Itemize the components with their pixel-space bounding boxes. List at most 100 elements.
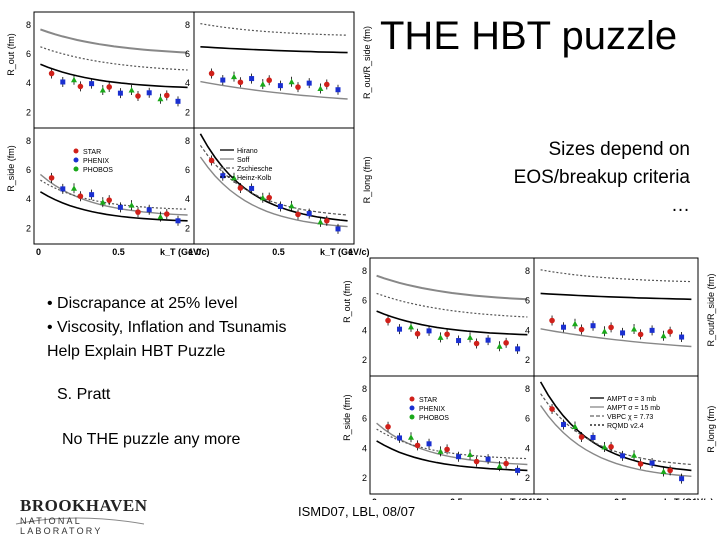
data-point xyxy=(601,444,608,450)
data-point xyxy=(631,325,638,332)
data-point xyxy=(561,422,567,428)
data-point xyxy=(608,444,614,450)
data-point xyxy=(106,84,112,90)
data-point xyxy=(335,87,341,93)
data-point xyxy=(444,331,450,338)
legend-label: Hirano xyxy=(237,148,258,155)
tick-label: 6 xyxy=(185,49,190,59)
bullet-item: • Viscosity, Inflation and Tsunamis xyxy=(47,319,287,336)
data-point xyxy=(578,326,585,333)
side-note-line: Sizes depend on xyxy=(548,139,690,160)
axis-label-x: k_T (GeV/c) xyxy=(320,247,370,257)
model-curve xyxy=(376,422,528,466)
tick-label: 1 xyxy=(692,497,697,500)
data-point xyxy=(99,199,106,205)
tick-label: 6 xyxy=(26,165,31,175)
tick-label: 6 xyxy=(525,414,530,424)
axis-label-y: R_out (fm) xyxy=(6,33,16,76)
data-point xyxy=(549,406,555,412)
data-point xyxy=(277,203,283,209)
data-point xyxy=(208,70,215,77)
data-point xyxy=(237,185,244,191)
tick-label: 0 xyxy=(536,497,541,500)
data-point xyxy=(590,323,596,329)
data-point xyxy=(408,323,414,330)
legend-marker xyxy=(409,396,415,402)
data-point xyxy=(649,460,655,466)
data-point xyxy=(660,332,667,339)
author-credit: S. Pratt xyxy=(57,386,111,403)
data-point xyxy=(146,90,152,96)
legend-label: PHOBOS xyxy=(83,167,113,174)
legend-label: PHOBOS xyxy=(419,415,449,422)
data-point xyxy=(578,434,585,440)
tick-label: 6 xyxy=(362,296,367,306)
data-point xyxy=(306,80,312,86)
axis-label-y: R_long (fm) xyxy=(362,156,372,203)
data-point xyxy=(437,448,444,454)
data-point xyxy=(620,330,626,336)
model-curve xyxy=(376,292,528,318)
data-point xyxy=(164,211,170,217)
data-point xyxy=(175,218,181,224)
side-note-line: EOS/breakup criteria xyxy=(513,167,690,188)
tick-label: 8 xyxy=(525,384,530,394)
tick-label: 2 xyxy=(525,355,530,365)
tick-label: 0.5 xyxy=(614,497,627,500)
data-point xyxy=(385,423,391,430)
data-point xyxy=(89,81,95,87)
legend-label: AMPT σ = 3 mb xyxy=(607,396,656,403)
axis-label-y: R_side (fm) xyxy=(6,145,16,192)
legend-label: VBPC χ = 7.73 xyxy=(607,414,653,421)
data-point xyxy=(259,81,266,87)
tick-label: 4 xyxy=(26,78,31,88)
data-point xyxy=(590,434,596,440)
data-point xyxy=(637,461,644,467)
model-curve xyxy=(40,28,188,54)
legend-label: STAR xyxy=(83,149,101,156)
data-point xyxy=(485,456,491,462)
axis-label-x: k_T (GeV/c) xyxy=(160,247,210,257)
data-point xyxy=(426,441,432,447)
data-point xyxy=(467,451,474,457)
tick-label: 6 xyxy=(525,296,530,306)
data-point xyxy=(679,476,685,482)
data-point xyxy=(456,454,462,460)
data-point xyxy=(631,452,638,458)
data-point xyxy=(385,317,391,324)
data-point xyxy=(231,73,237,80)
panel-frame xyxy=(193,11,355,129)
data-point xyxy=(414,442,421,449)
tick-label: 4 xyxy=(362,325,367,335)
bullet-item: • Discrapance at 25% level xyxy=(47,295,238,312)
data-point xyxy=(208,157,215,164)
tick-label: 0 xyxy=(36,247,41,257)
legend-marker xyxy=(409,405,415,411)
axis-label-x: k_T (GeV/c) xyxy=(500,497,550,500)
data-point xyxy=(414,330,421,337)
data-point xyxy=(572,423,578,430)
tick-label: 0 xyxy=(372,497,377,500)
figure-hbt-models-2: R_out (fm) R_side (fm) R_out/R_side (fm) R_… xyxy=(342,257,716,500)
data-point xyxy=(335,226,341,232)
data-point xyxy=(397,435,403,441)
data-point xyxy=(572,320,578,327)
tick-label: 8 xyxy=(525,266,530,276)
tick-label: 6 xyxy=(26,49,31,59)
data-point xyxy=(667,328,673,335)
data-point xyxy=(456,338,462,344)
data-point xyxy=(637,331,644,338)
data-point xyxy=(288,78,295,85)
slide-title: THE HBT puzzle xyxy=(380,14,678,58)
footer-text: ISMD07, LBL, 08/07 xyxy=(298,504,416,519)
model-curve xyxy=(540,328,692,348)
model-curve xyxy=(539,381,692,472)
data-point xyxy=(295,84,301,90)
panel-frame xyxy=(533,375,699,495)
model-curve xyxy=(376,310,528,336)
data-point xyxy=(496,463,503,469)
data-point xyxy=(71,185,77,191)
tick-label: 1 xyxy=(348,247,353,257)
tick-label: 8 xyxy=(185,136,190,146)
data-point xyxy=(473,340,480,347)
